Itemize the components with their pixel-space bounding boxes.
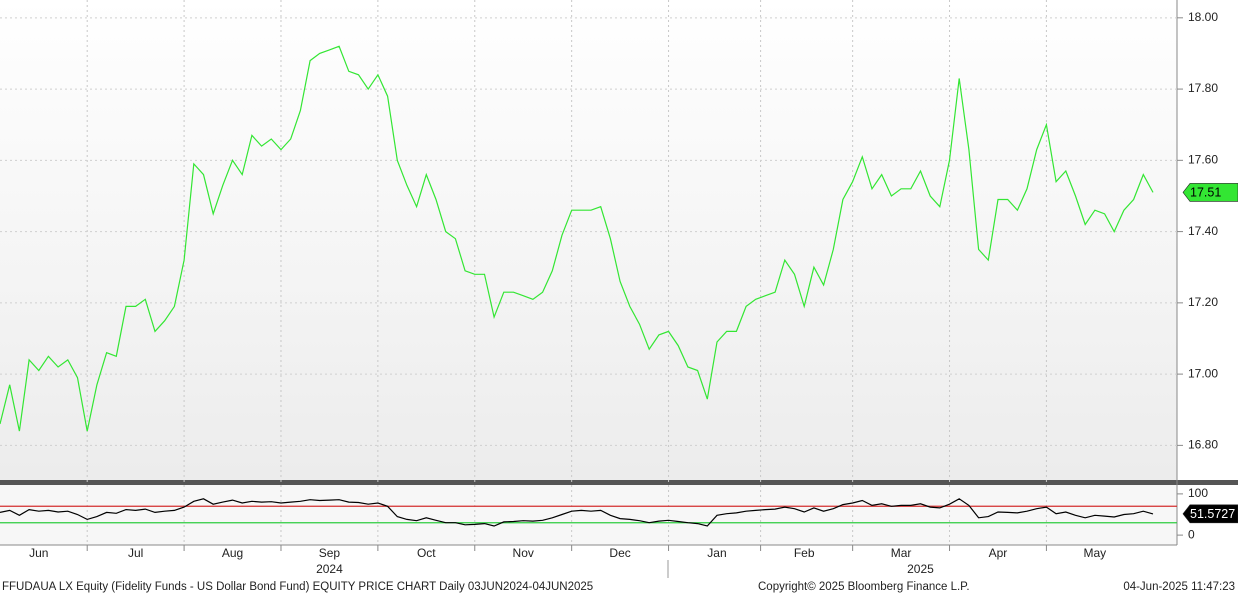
x-tick-label: Apr <box>989 546 1008 560</box>
y-tick-label: 17.20 <box>1188 295 1218 309</box>
y-tick-label: 17.00 <box>1188 366 1218 380</box>
footer-left: FFUDAUA LX Equity (Fidelity Funds - US D… <box>2 581 593 593</box>
last-value-label: 17.51 <box>1190 186 1221 200</box>
x-tick-label: Dec <box>609 546 630 560</box>
last-value-label: 51.5727 <box>1190 507 1235 521</box>
footer-center: Copyright© 2025 Bloomberg Finance L.P. <box>758 581 970 593</box>
x-tick-label: Feb <box>794 546 815 560</box>
y-tick-label: 16.80 <box>1188 438 1218 452</box>
x-year-label: 2024 <box>316 562 343 576</box>
y-tick-label: 17.40 <box>1188 224 1218 238</box>
x-tick-label: May <box>1084 546 1107 560</box>
y-tick-label: 17.80 <box>1188 81 1218 95</box>
y-tick-label: 18.00 <box>1188 10 1218 24</box>
x-tick-label: Jul <box>128 546 143 560</box>
last-value-box <box>1182 504 1238 524</box>
y-tick-label: 0 <box>1188 527 1195 541</box>
x-tick-label: Mar <box>891 546 912 560</box>
rsi-background <box>0 484 1177 545</box>
x-tick-label: Nov <box>513 546 534 560</box>
series-line <box>0 45 1154 432</box>
x-tick-label: Sep <box>319 546 341 560</box>
footer-right: 04-Jun-2025 11:47:23 <box>1123 581 1235 593</box>
x-year-label: 2025 <box>907 562 934 576</box>
plot-background <box>0 0 1177 481</box>
x-tick-label: Jan <box>707 546 726 560</box>
x-tick-label: Oct <box>417 546 436 560</box>
x-tick-label: Jun <box>29 546 48 560</box>
panel-divider <box>0 480 1238 485</box>
y-tick-label: 17.60 <box>1188 153 1218 167</box>
last-value-box <box>1182 183 1238 202</box>
x-tick-label: Aug <box>222 546 243 560</box>
series-line <box>0 498 1154 527</box>
y-tick-label: 100 <box>1188 486 1208 500</box>
